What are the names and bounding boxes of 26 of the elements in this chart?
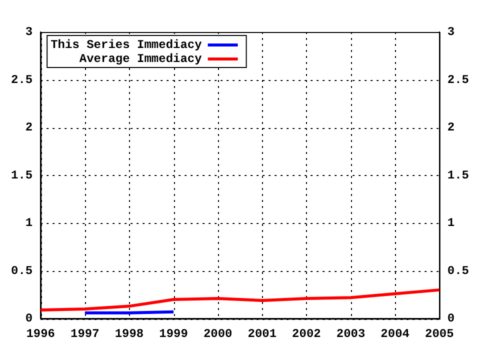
x-tick-label: 2004 [380,326,410,341]
x-tick-label: 1996 [26,326,56,341]
x-tick-label: 2000 [203,326,232,341]
x-tick-label: 1999 [159,326,188,341]
y2-tick-label: 2 [447,120,455,135]
x-tick-label: 2003 [336,326,366,341]
y-tick-label: 0 [25,312,33,326]
x-tick-label: 1998 [114,326,144,341]
y2-tick-label: 0 [447,312,455,326]
y-tick-label: 2.5 [10,72,33,87]
y2-tick-label: 0.5 [447,264,470,278]
y2-tick-label: 1 [447,216,455,230]
x-tick-label: 2001 [248,326,277,341]
y-tick-label: 3 [25,25,33,40]
y-tick-label: 0.5 [10,264,33,278]
y2-tick-label: 2.5 [447,72,470,87]
x-tick-label: 2005 [424,326,454,341]
legend-label: Average Immediacy [79,52,202,66]
y-tick-label: 2 [25,120,33,135]
y2-tick-label: 3 [447,25,455,40]
legend-label: This Series Immediacy [50,38,202,52]
x-tick-label: 2002 [292,326,321,341]
x-tick-label: 1997 [70,326,100,341]
y2-tick-label: 1.5 [447,168,470,182]
y-tick-label: 1 [25,216,33,230]
y-tick-label: 1.5 [10,168,33,182]
